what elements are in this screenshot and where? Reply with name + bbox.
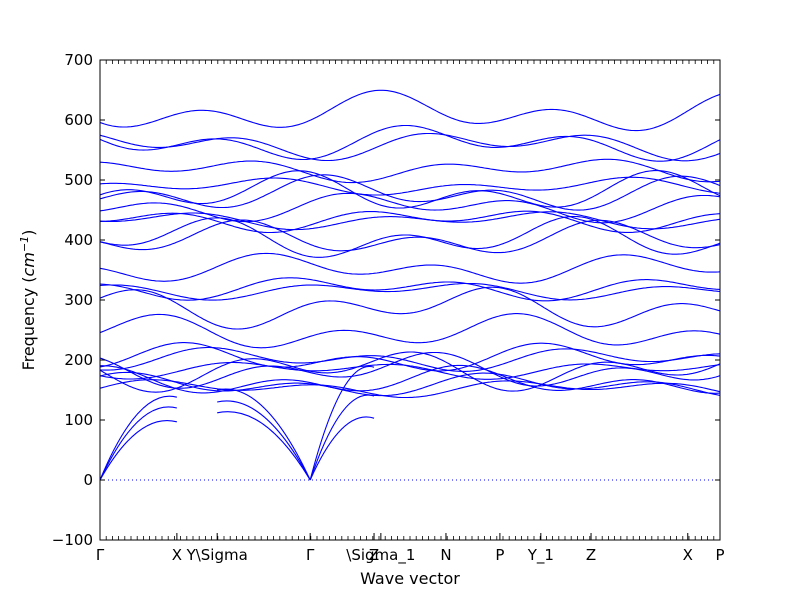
optical-branch: [99, 174, 721, 211]
optical-branch: [99, 361, 721, 380]
acoustic-branch: [309, 365, 375, 481]
x-tick-label: Γ: [96, 546, 105, 564]
acoustic-branch: [217, 411, 311, 481]
optical-branch: [99, 351, 721, 389]
y-axis-unit-open: (: [19, 276, 38, 282]
x-axis-label: Wave vector: [360, 569, 460, 588]
y-tick-label: −100: [52, 531, 93, 549]
y-axis-ticks: −100 0 100 200 300 400 500 600 700: [52, 51, 720, 549]
x-tick-label: Γ: [306, 546, 315, 564]
x-tick-label: Y\Sigma: [186, 546, 248, 564]
optical-branch: [99, 286, 721, 330]
x-tick-label: Z: [586, 546, 596, 564]
y-tick-label: 0: [83, 471, 93, 489]
optical-branch: [99, 124, 721, 162]
y-tick-label: 100: [64, 411, 93, 429]
x-tick-label: P: [495, 546, 504, 564]
acoustic-branch: [99, 420, 178, 481]
optical-branch: [99, 313, 721, 349]
optical-branch: [99, 170, 721, 209]
x-tick-label: N: [440, 546, 451, 564]
optical-branch: [99, 132, 721, 162]
optical-branch: [99, 158, 721, 184]
optical-branch: [99, 379, 721, 399]
y-axis-unit-base: cm: [19, 252, 38, 276]
x-tick-label: X: [172, 546, 182, 564]
y-axis-label-text: Frequency: [19, 288, 38, 371]
optical-branch: [99, 219, 721, 254]
y-tick-label: 700: [64, 51, 93, 69]
x-tick-label: X: [683, 546, 693, 564]
y-tick-label: 400: [64, 231, 93, 249]
optical-branch: [99, 346, 721, 372]
y-tick-label: 200: [64, 351, 93, 369]
y-axis-label: Frequency (cm−1): [18, 230, 39, 371]
x-tick-label: Y_1: [527, 546, 554, 565]
optical-branch: [100, 210, 721, 234]
acoustic-branch: [217, 400, 311, 481]
y-tick-label: 500: [64, 171, 93, 189]
acoustic-branch: [99, 406, 178, 481]
x-tick-label: \Sigma_1: [346, 546, 415, 565]
y-axis-unit-close: ): [19, 230, 38, 236]
x-tick-label: P: [715, 546, 724, 564]
optical-branch: [99, 277, 721, 302]
y-axis-unit-exponent: −1: [18, 236, 31, 252]
optical-branch: [99, 89, 721, 132]
x-tick-label: Z: [369, 546, 379, 564]
optical-branch: [99, 364, 721, 394]
x-axis-ticks: Γ X Y\Sigma Γ Z\Sigma_1 N P Y_1 Z X P: [96, 60, 725, 565]
optical-branch: [99, 215, 721, 258]
y-tick-label: 600: [64, 111, 93, 129]
acoustic-branch: [309, 416, 375, 481]
y-tick-label: 300: [64, 291, 93, 309]
optical-branch: [99, 371, 721, 397]
optical-branch: [99, 252, 721, 284]
acoustic-branch: [217, 388, 311, 481]
acoustic-branch: [99, 395, 178, 481]
optical-branch: [99, 282, 721, 301]
optical-branch: [99, 342, 721, 372]
phonon-bands: [99, 89, 721, 481]
acoustic-branch: [309, 394, 375, 481]
optical-branch: [99, 176, 721, 196]
